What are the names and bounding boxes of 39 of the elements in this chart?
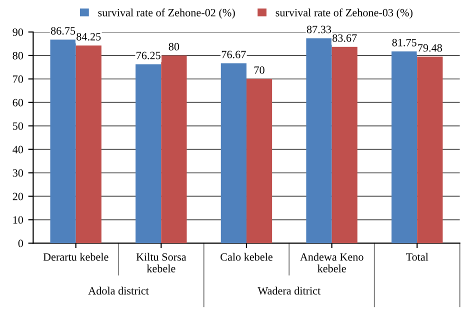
data-label: 84.25	[76, 32, 101, 41]
bar	[76, 45, 102, 244]
bar	[50, 40, 76, 244]
data-label: 87.33	[306, 26, 332, 34]
x-tick-label: Derartu kebele	[43, 252, 108, 261]
bar	[392, 51, 418, 244]
y-tick-label: 90	[12, 28, 24, 36]
data-label: 76.67	[222, 50, 246, 58]
bar	[220, 63, 246, 244]
x-tick-label: Calo kebele	[220, 252, 272, 261]
legend-label: survival rate of Zehone-02 (%)	[98, 8, 235, 19]
y-tick-label: 30	[12, 169, 24, 177]
data-label: 81.75	[392, 38, 416, 46]
y-tick-label: 80	[12, 52, 24, 60]
bar	[332, 46, 358, 244]
data-label: 79.48	[418, 44, 442, 52]
y-tick-label: 10	[13, 216, 24, 224]
y-tick-label: 20	[12, 192, 24, 200]
data-label: 83.67	[332, 34, 357, 42]
y-tick-label: 70	[13, 75, 24, 83]
data-label: 80	[168, 42, 180, 50]
y-tick-label: 50	[12, 122, 24, 130]
x-tick-label: Kiltu Sorsa kebele	[136, 252, 186, 272]
data-label: 70	[254, 66, 264, 74]
bar	[306, 38, 332, 244]
text: Adola district	[88, 286, 149, 295]
bar	[136, 64, 162, 244]
y-tick-label: 0	[18, 240, 24, 248]
bar	[246, 78, 272, 244]
data-label: 76.25	[136, 52, 160, 60]
text: Wadera ditrict	[258, 286, 321, 295]
x-tick-label: Andewa Keno kebele	[300, 252, 364, 272]
y-tick-label: 40	[12, 146, 24, 154]
bar	[161, 55, 187, 244]
y-tick-label: 60	[12, 98, 24, 106]
data-label: 86.75	[50, 27, 76, 35]
legend-label: survival rate of Zehone-03 (%)	[276, 8, 412, 19]
bar	[417, 56, 443, 244]
x-tick-label: Total	[406, 252, 428, 261]
